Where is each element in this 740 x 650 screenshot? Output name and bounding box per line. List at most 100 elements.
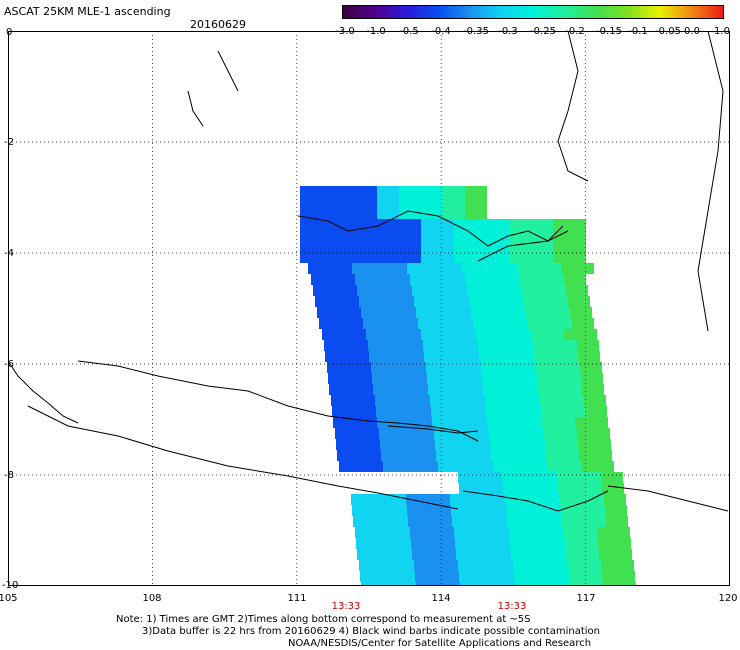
swath-cell <box>410 197 421 208</box>
swath-cell <box>322 329 333 340</box>
swath-cell <box>612 560 623 571</box>
swath-cell <box>390 549 401 560</box>
swath-cell <box>564 527 575 538</box>
swath-cell <box>625 582 636 586</box>
swath-cell <box>581 307 592 318</box>
swath-cell <box>520 219 531 230</box>
swath-cell <box>460 461 471 472</box>
swath-cell <box>515 582 526 586</box>
swath-cell <box>447 296 458 307</box>
swath-cell <box>399 252 410 263</box>
lon-tick-label: 105 <box>0 593 18 604</box>
swath-cell <box>333 219 344 230</box>
swath-cell <box>545 351 556 362</box>
swath-cell <box>522 285 533 296</box>
swath-cell <box>443 329 454 340</box>
swath-cell <box>465 230 476 241</box>
swath-cell <box>421 329 432 340</box>
swath-cell <box>401 340 412 351</box>
swath-cell <box>366 329 377 340</box>
swath-cell <box>434 340 445 351</box>
swath-cell <box>500 340 511 351</box>
swath-cell <box>333 417 344 428</box>
swath-cell <box>570 582 581 586</box>
swath-cell <box>500 428 511 439</box>
swath-cell <box>592 373 603 384</box>
swath-cell <box>420 406 431 417</box>
swath-cell <box>480 296 491 307</box>
swath-cell <box>531 241 542 252</box>
swath-cell <box>447 450 458 461</box>
swath-cell <box>575 417 586 428</box>
swath-cell <box>421 219 432 230</box>
swath-cell <box>548 307 559 318</box>
swath-cell <box>465 219 476 230</box>
swath-cell <box>410 230 421 241</box>
swath-cell <box>361 461 372 472</box>
swath-cell <box>465 186 476 197</box>
swath-cell <box>398 406 409 417</box>
swath-cell <box>478 549 489 560</box>
swath-cell <box>377 417 388 428</box>
swath-cell <box>484 318 495 329</box>
swath-cell <box>368 340 379 351</box>
swath-cell <box>435 351 446 362</box>
swath-cell <box>465 241 476 252</box>
swath-cell <box>592 582 603 586</box>
swath-cell <box>456 549 467 560</box>
swath-cell <box>388 197 399 208</box>
swath-cell <box>502 472 513 483</box>
swath-cell <box>473 318 484 329</box>
swath-cell <box>583 318 594 329</box>
swath-cell <box>470 571 481 582</box>
swath-cell <box>360 362 371 373</box>
swath-cell <box>537 307 548 318</box>
swath-cell <box>311 252 322 263</box>
swath-cell <box>451 318 462 329</box>
swath-cell <box>575 241 586 252</box>
coastline-segment <box>557 31 589 182</box>
swath-cell <box>357 340 368 351</box>
swath-cell <box>425 560 436 571</box>
swath-cell <box>322 241 333 252</box>
swath-cell <box>553 329 564 340</box>
swath-cell <box>577 340 588 351</box>
swath-cell <box>432 208 443 219</box>
swath-cell <box>505 494 516 505</box>
swath-cell <box>410 417 421 428</box>
swath-cell <box>355 208 366 219</box>
swath-cell <box>536 362 547 373</box>
swath-cell <box>407 263 418 274</box>
swath-cell <box>548 582 559 586</box>
swath-cell <box>405 307 416 318</box>
swath-cell <box>514 483 525 494</box>
swath-cell <box>489 549 500 560</box>
swath-cell <box>395 494 406 505</box>
swath-cell <box>396 318 407 329</box>
swath-cell <box>451 263 462 274</box>
swath-cell <box>364 516 375 527</box>
swath-cell <box>322 230 333 241</box>
swath-cell <box>578 439 589 450</box>
swath-cell <box>463 516 474 527</box>
swath-cell <box>542 329 553 340</box>
swath-cell <box>517 318 528 329</box>
swath-cell <box>569 571 580 582</box>
swath-cell <box>339 373 350 384</box>
swath-cell <box>430 516 441 527</box>
swath-cell <box>328 307 339 318</box>
swath-cell <box>477 538 488 549</box>
swath-cell <box>502 296 513 307</box>
swath-cell <box>399 329 410 340</box>
swath-cell <box>544 428 555 439</box>
swath-cell <box>438 373 449 384</box>
swath-cell <box>399 186 410 197</box>
swath-cell <box>440 318 451 329</box>
swath-cell <box>534 439 545 450</box>
swath-cell <box>377 230 388 241</box>
swath-cell <box>575 230 586 241</box>
swath-cell <box>333 186 344 197</box>
swath-cell <box>484 505 495 516</box>
swath-cell <box>575 274 586 285</box>
swath-cell <box>393 571 404 582</box>
